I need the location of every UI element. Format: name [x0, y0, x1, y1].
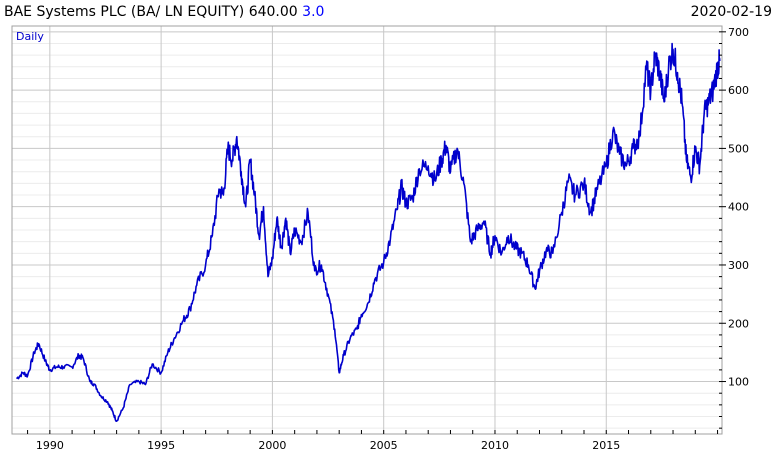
frequency-label: Daily: [16, 30, 44, 43]
axis-layer: 100 200 300 400 500 600 700 1990 1995 2000 2005 201…: [27, 26, 749, 452]
x-tick-label: 2010: [481, 439, 509, 452]
chart-title: BAE Systems PLC (BA/ LN EQUITY) 640.00 3…: [4, 4, 324, 20]
grid-layer: [12, 26, 722, 434]
price-change: 3.0: [302, 4, 325, 20]
y-tick-label: 300: [728, 259, 749, 272]
price-series-line: [15, 42, 721, 422]
security-name: BAE Systems PLC (BA/ LN EQUITY): [4, 4, 245, 20]
x-tick-label: 1995: [147, 439, 175, 452]
y-tick-label: 200: [728, 317, 749, 330]
last-price: 640.00: [248, 4, 298, 20]
y-tick-label: 600: [728, 84, 749, 97]
as-of-date: 2020-02-19: [690, 4, 772, 20]
x-tick-label: 1990: [36, 439, 64, 452]
x-tick-label: 2000: [258, 439, 286, 452]
x-tick-label: 2015: [592, 439, 620, 452]
x-tick-label: 2005: [370, 439, 398, 452]
y-tick-label: 700: [728, 26, 749, 39]
y-tick-label: 500: [728, 142, 749, 155]
y-tick-label: 400: [728, 201, 749, 214]
y-tick-label: 100: [728, 376, 749, 389]
